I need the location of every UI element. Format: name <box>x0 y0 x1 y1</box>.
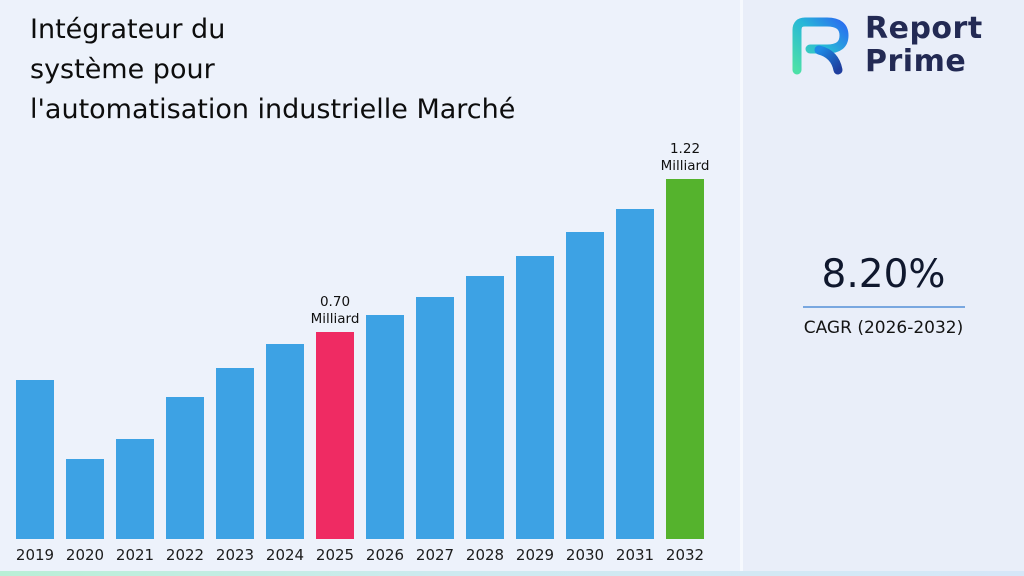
logo-text: Report Prime <box>865 12 983 78</box>
bar-chart-columns: 2019 2020 2021 2022 2023 2024 0.70 Milliard 2025… <box>16 141 710 564</box>
report-prime-logo: Report Prime <box>783 12 983 78</box>
x-axis-label-2027: 2027 <box>415 546 455 564</box>
bar-2019 <box>16 380 54 539</box>
x-axis-label-2019: 2019 <box>15 546 55 564</box>
bar-2023 <box>216 368 254 539</box>
bar-2030 <box>566 232 604 539</box>
bar-column-2031: 2031 <box>616 209 654 564</box>
report-prime-logo-icon <box>783 13 857 77</box>
x-axis-label-2023: 2023 <box>215 546 255 564</box>
bar-column-2020: 2020 <box>66 459 104 564</box>
cagr-underline <box>802 306 965 308</box>
bar-2028 <box>466 276 504 539</box>
bar-2032 <box>666 179 704 539</box>
x-axis-label-2021: 2021 <box>115 546 155 564</box>
x-axis-label-2024: 2024 <box>265 546 305 564</box>
bar-column-2025: 0.70 Milliard 2025 <box>311 294 360 564</box>
title-line-1: Intégrateur du <box>30 14 226 45</box>
x-axis-label-2026: 2026 <box>365 546 405 564</box>
cagr-value: 8.20% <box>821 252 946 297</box>
bar-column-2032: 1.22 Milliard 2032 <box>661 141 710 564</box>
bar-2022 <box>166 397 204 539</box>
bar-value-label-2025: 0.70 Milliard <box>310 294 360 327</box>
title-line-2: système pour <box>30 54 215 85</box>
cagr-block: 8.20% CAGR (2026-2032) <box>743 252 1024 338</box>
chart-section: Intégrateur du système pour l'automatisa… <box>16 10 710 564</box>
x-axis-label-2022: 2022 <box>165 546 205 564</box>
logo-text-line-1: Report <box>865 11 983 46</box>
side-panel: Report Prime 8.20% CAGR (2026-2032) <box>740 0 1024 576</box>
cagr-label: CAGR (2026-2032) <box>803 318 964 338</box>
x-axis-label-2030: 2030 <box>565 546 605 564</box>
x-axis-label-2031: 2031 <box>615 546 655 564</box>
bar-2031 <box>616 209 654 539</box>
bar-2025 <box>316 332 354 539</box>
bar-column-2027: 2027 <box>416 297 454 564</box>
bar-2021 <box>116 439 154 539</box>
x-axis-label-2029: 2029 <box>515 546 555 564</box>
bar-2026 <box>366 315 404 539</box>
bar-2024 <box>266 344 304 539</box>
x-axis-label-2032: 2032 <box>665 546 705 564</box>
bar-column-2026: 2026 <box>366 315 404 564</box>
page-title: Intégrateur du système pour l'automatisa… <box>30 10 515 130</box>
x-axis-label-2025: 2025 <box>315 546 355 564</box>
bar-column-2023: 2023 <box>216 368 254 564</box>
bar-chart: 2019 2020 2021 2022 2023 2024 0.70 Milliard 2025… <box>16 141 710 564</box>
bottom-accent-strip <box>0 571 1024 576</box>
bar-2027 <box>416 297 454 539</box>
bar-column-2029: 2029 <box>516 256 554 564</box>
x-axis-label-2020: 2020 <box>65 546 105 564</box>
bar-column-2030: 2030 <box>566 232 604 564</box>
bar-column-2024: 2024 <box>266 344 304 564</box>
bar-column-2022: 2022 <box>166 397 204 564</box>
bar-column-2028: 2028 <box>466 276 504 564</box>
bar-value-label-2032: 1.22 Milliard <box>660 141 710 174</box>
bar-column-2019: 2019 <box>16 380 54 564</box>
bar-2029 <box>516 256 554 539</box>
bar-column-2021: 2021 <box>116 439 154 564</box>
logo-text-line-2: Prime <box>865 44 967 79</box>
bar-2020 <box>66 459 104 539</box>
x-axis-label-2028: 2028 <box>465 546 505 564</box>
title-line-3: l'automatisation industrielle Marché <box>30 94 516 125</box>
